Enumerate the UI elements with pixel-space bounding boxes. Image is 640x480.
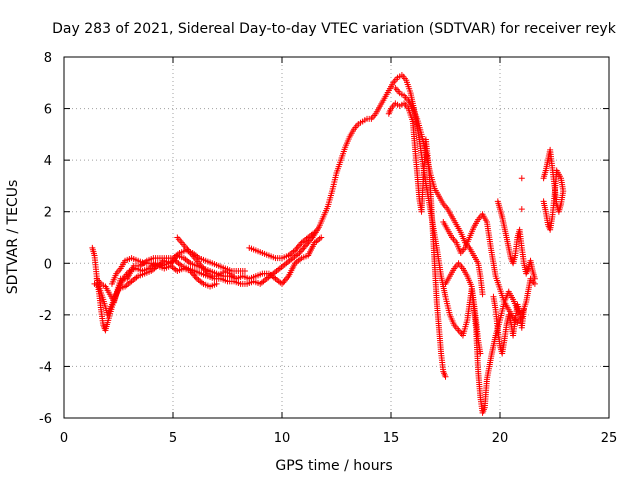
data-point [213, 280, 220, 287]
data-point [518, 206, 525, 213]
plot-frame [63, 56, 610, 419]
data-point [442, 373, 449, 380]
data-point [318, 234, 325, 241]
data-point [192, 274, 199, 281]
data-point [531, 280, 538, 287]
data-point [191, 272, 198, 279]
y-tick-label: 8 [44, 51, 52, 66]
y-tick-label: 4 [44, 154, 52, 169]
x-axis-label: GPS time / hours [275, 458, 392, 474]
data-point [280, 279, 287, 286]
data-point [531, 275, 538, 282]
x-tick-label: 0 [60, 431, 68, 446]
y-tick-label: 6 [44, 103, 52, 118]
y-tick-label: -4 [39, 360, 52, 375]
y-axis-ticks: -6 -4 -2 0 2 4 6 8 [39, 51, 609, 427]
x-tick-label: 5 [169, 431, 177, 446]
data-point [231, 273, 238, 280]
data-point [241, 268, 248, 275]
data-point [282, 276, 289, 283]
x-tick-label: 15 [383, 431, 400, 446]
x-tick-label: 10 [274, 431, 291, 446]
y-tick-label: -2 [39, 309, 52, 324]
data-point [479, 291, 486, 298]
data-points [89, 72, 567, 416]
y-tick-label: 0 [44, 257, 52, 272]
data-point [540, 198, 547, 205]
x-tick-label: 25 [601, 431, 618, 446]
data-point [477, 350, 484, 357]
y-axis-label: SDTVAR / TECUs [5, 180, 21, 295]
x-tick-label: 20 [492, 431, 509, 446]
y-tick-label: -6 [39, 412, 52, 427]
data-point [311, 229, 318, 236]
y-tick-label: 2 [44, 206, 52, 221]
chart-title: Day 283 of 2021, Sidereal Day-to-day VTE… [52, 21, 617, 37]
x-axis-ticks: 0 5 10 15 20 25 [60, 57, 617, 446]
grid [64, 57, 609, 418]
data-point [518, 175, 525, 182]
data-point [520, 306, 527, 313]
